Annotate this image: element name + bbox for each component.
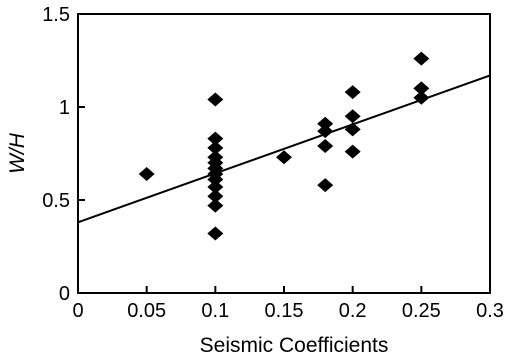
data-point [207,189,224,204]
data-point [138,166,155,181]
data-point [207,179,224,194]
data-point [317,139,334,154]
x-tick-label: 0.15 [265,300,304,322]
x-axis-title: Seismic Coefficients [200,334,389,357]
data-point [413,51,430,66]
data-point [344,109,361,124]
data-point [207,92,224,107]
x-tick-label: 0.3 [476,300,504,322]
data-point [413,90,430,105]
x-tick-label: 0.2 [339,300,367,322]
x-tick-label: 0.05 [127,300,166,322]
data-point [317,178,334,193]
data-point [413,81,430,96]
y-tick-label: 1 [59,97,70,119]
data-point [207,198,224,213]
data-point [344,85,361,100]
data-point [276,150,292,165]
data-point [317,124,334,139]
data-point [207,131,224,146]
data-point [207,150,224,165]
y-tick-label: 0.5 [42,190,70,212]
y-tick-label: 1.5 [42,4,70,26]
x-tick-labels: 0 0.05 0.1 0.15 0.2 0.25 0.3 [72,300,503,322]
x-tick-label: 0 [72,300,83,322]
y-axis-title: W/H [6,132,29,174]
data-point [344,144,361,159]
x-tick-label: 0.1 [201,300,229,322]
data-point [317,116,334,131]
data-point [344,122,361,137]
data-points [138,51,430,241]
y-tick-labels: 0 0.5 1 1.5 [42,4,70,305]
plot-frame [77,13,491,294]
data-point [207,140,224,155]
y-tick-label: 0 [59,283,70,305]
x-tick-label: 0.25 [402,300,441,322]
data-point [207,226,224,241]
